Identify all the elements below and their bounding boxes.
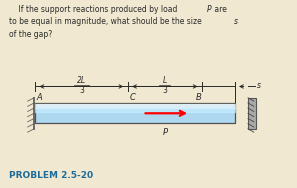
Text: L: L bbox=[163, 76, 167, 85]
Text: s: s bbox=[257, 81, 261, 90]
Bar bbox=[35, 103, 235, 123]
Text: 2L: 2L bbox=[77, 76, 86, 85]
Text: PROBLEM 2.5-20: PROBLEM 2.5-20 bbox=[9, 171, 93, 180]
Text: to be equal in magnitude, what should be the size: to be equal in magnitude, what should be… bbox=[9, 17, 204, 26]
Text: B: B bbox=[196, 92, 201, 102]
Bar bbox=[248, 98, 256, 129]
Text: of the gap?: of the gap? bbox=[9, 30, 52, 39]
Text: P: P bbox=[162, 128, 167, 137]
Text: A: A bbox=[37, 92, 42, 102]
Text: P: P bbox=[206, 5, 211, 14]
Text: 3: 3 bbox=[162, 86, 167, 95]
Text: C: C bbox=[129, 92, 135, 102]
Text: 3: 3 bbox=[79, 86, 84, 95]
Text: If the support reactions produced by load: If the support reactions produced by loa… bbox=[9, 5, 180, 14]
Text: are: are bbox=[212, 5, 227, 14]
Text: s: s bbox=[233, 17, 237, 26]
